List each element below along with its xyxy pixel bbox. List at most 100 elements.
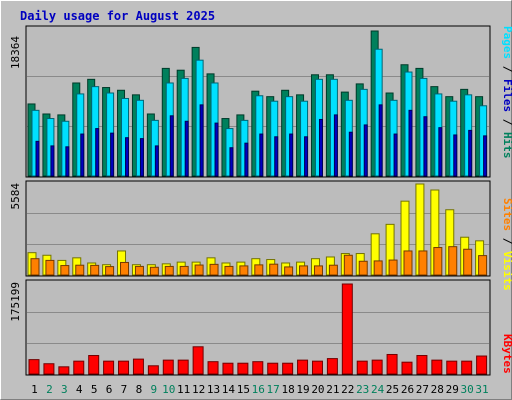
pages-bar-4 <box>80 133 85 177</box>
hits-bars <box>27 30 488 177</box>
day-label-13: 13 <box>207 383 220 396</box>
pages-bar-22 <box>348 131 353 177</box>
pages-bar-13 <box>214 122 219 177</box>
kbytes-bar-21 <box>326 358 338 375</box>
kbytes-bar-12 <box>192 346 204 375</box>
kbytes-max-label: 175199 <box>9 282 22 322</box>
day-label-21: 21 <box>326 383 339 396</box>
kbytes-bar-19 <box>297 359 309 375</box>
day-label-24: 24 <box>371 383 385 396</box>
kbytes-bar-23 <box>356 360 368 375</box>
kbytes-bar-13 <box>207 361 219 375</box>
sites-bar-21 <box>328 264 338 276</box>
day-label-28: 28 <box>431 383 444 396</box>
pages-bar-2 <box>50 145 55 177</box>
sites-bar-2 <box>45 259 55 276</box>
sites-bar-29 <box>448 246 458 276</box>
kbytes-bar-27 <box>416 355 428 375</box>
pages-bar-5 <box>95 128 100 177</box>
day-label-10: 10 <box>162 383 175 396</box>
chart-title: Daily usage for August 2025 <box>20 9 215 23</box>
sites-bar-12 <box>194 264 204 276</box>
kbytes-bar-8 <box>132 358 144 375</box>
kbytes-bar-30 <box>461 360 473 375</box>
visits-bars <box>27 183 488 276</box>
grid-lines <box>27 76 489 344</box>
day-label-6: 6 <box>106 383 113 396</box>
kbytes-bar-26 <box>401 361 413 375</box>
pages-bar-8 <box>139 138 144 177</box>
day-label-4: 4 <box>76 383 83 396</box>
kbytes-bar-28 <box>431 359 443 375</box>
pages-bar-26 <box>408 109 413 177</box>
pages-bar-11 <box>184 120 189 177</box>
sites-bar-14 <box>224 265 234 276</box>
kbytes-bar-17 <box>267 362 279 375</box>
kbytes-bar-31 <box>476 355 488 375</box>
sites-bar-19 <box>299 265 309 276</box>
day-label-1: 1 <box>31 383 38 396</box>
day-label-17: 17 <box>267 383 280 396</box>
ylabel-visits: Visits <box>501 251 512 291</box>
day-label-27: 27 <box>416 383 429 396</box>
sites-bar-10 <box>164 265 174 276</box>
pages-bar-3 <box>65 146 70 177</box>
day-label-9: 9 <box>151 383 158 396</box>
sites-bar-13 <box>209 263 219 276</box>
sites-bar-26 <box>403 250 413 276</box>
visits-panel-ylabel: Sites / Visits <box>501 198 512 291</box>
day-label-19: 19 <box>296 383 309 396</box>
pages-bar-16 <box>259 133 264 177</box>
day-label-30: 30 <box>461 383 474 396</box>
day-labels: 1 2 3 4 5 6 7 8 9 10 11 12 13 14 15 16 17 18 19 20 21 22 23 24 2… <box>31 383 489 396</box>
pages-bar-28 <box>438 127 443 177</box>
kbytes-bar-2 <box>43 363 55 375</box>
day-label-2: 2 <box>46 383 53 396</box>
pages-bar-1 <box>35 140 40 177</box>
ylabel-hits: Hits <box>501 132 512 159</box>
day-label-20: 20 <box>311 383 324 396</box>
pages-bar-6 <box>110 132 115 177</box>
pages-bar-14 <box>229 147 234 177</box>
sites-bar-23 <box>358 260 368 276</box>
pages-bar-10 <box>169 115 174 177</box>
ylabel-sep-1: / <box>501 59 512 79</box>
kbytes-bar-6 <box>103 360 115 375</box>
sites-bar-30 <box>463 248 473 276</box>
pages-bar-29 <box>453 134 458 177</box>
pages-bar-20 <box>318 118 323 177</box>
ylabel-kbytes: KBytes <box>501 334 512 374</box>
day-label-26: 26 <box>401 383 414 396</box>
pages-bar-17 <box>274 136 279 177</box>
pages-bar-9 <box>154 145 159 177</box>
kbytes-bar-22 <box>341 283 353 375</box>
pages-bar-18 <box>289 133 294 177</box>
kbytes-bar-3 <box>58 366 70 375</box>
sites-bar-18 <box>284 266 294 276</box>
pages-bar-7 <box>125 137 130 177</box>
sites-bar-8 <box>134 265 144 276</box>
pages-bar-19 <box>304 136 309 177</box>
day-label-22: 22 <box>341 383 354 396</box>
kbytes-bar-4 <box>73 360 85 375</box>
kbytes-bar-15 <box>237 362 249 375</box>
kbytes-bar-24 <box>371 359 383 375</box>
sites-bar-22 <box>343 254 353 276</box>
ylabel-pages: Pages <box>501 26 512 59</box>
kbytes-bar-25 <box>386 353 398 375</box>
sites-bar-5 <box>90 264 100 276</box>
sites-bar-9 <box>149 266 159 276</box>
sites-bar-11 <box>179 265 189 276</box>
hits-max-label: 18364 <box>9 36 22 69</box>
pages-bar-30 <box>468 129 473 177</box>
sites-bar-4 <box>75 264 85 276</box>
visits-max-label: 5584 <box>9 183 22 210</box>
day-label-16: 16 <box>252 383 265 396</box>
day-label-23: 23 <box>356 383 369 396</box>
pages-bar-15 <box>244 142 249 177</box>
day-label-3: 3 <box>61 383 68 396</box>
day-label-5: 5 <box>91 383 98 396</box>
sites-bar-15 <box>239 265 249 276</box>
sites-bar-24 <box>373 260 383 276</box>
